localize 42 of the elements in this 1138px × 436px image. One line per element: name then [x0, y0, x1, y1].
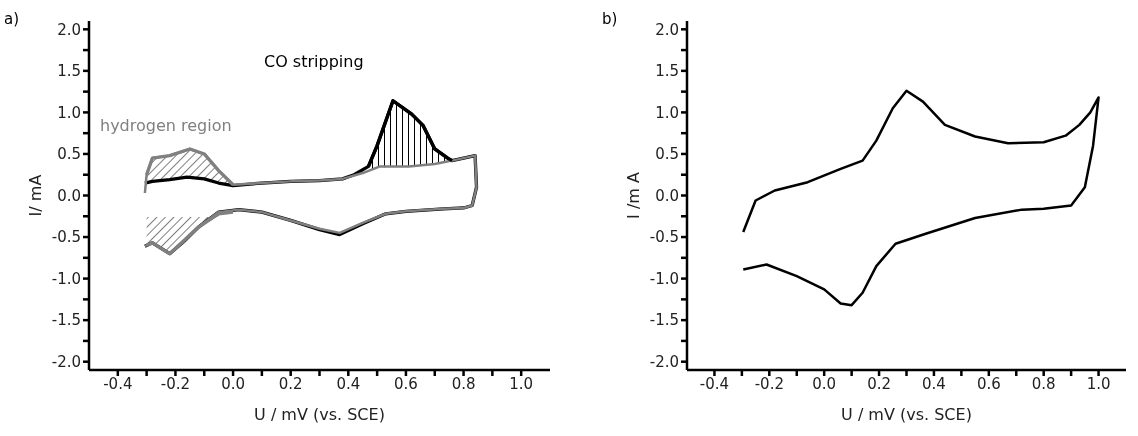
y-tick-label: -1.5 — [51, 311, 81, 330]
x-tick-label: -0.4 — [699, 374, 730, 393]
annotation: hydrogen region — [100, 116, 232, 135]
y-tick-label: 0.5 — [57, 145, 81, 164]
y-tick-label: 0.0 — [57, 186, 81, 205]
y-tick-label: 1.5 — [655, 62, 679, 81]
y-tick-label: 1.0 — [57, 103, 81, 122]
annotation: CO stripping — [264, 52, 364, 71]
x-tick-label: 0.0 — [812, 374, 837, 393]
x-tick-label: 0.4 — [336, 374, 361, 393]
y-tick-label: 0.0 — [655, 186, 679, 205]
chart-title: b) — [602, 10, 618, 28]
y-tick-label: -1.0 — [649, 269, 679, 288]
y-tick-label: -1.0 — [51, 269, 81, 288]
y-tick-label: 0.5 — [655, 145, 679, 164]
x-tick-label: 0.6 — [976, 374, 1001, 393]
x-tick-label: 0.0 — [221, 374, 245, 393]
y-axis-title: I /m A — [623, 172, 643, 219]
y-tick-label: 1.5 — [57, 62, 81, 81]
y-tick-label: -2.0 — [649, 353, 679, 372]
y-axis-title: I/ mA — [25, 174, 45, 217]
x-tick-label: 0.6 — [394, 374, 418, 393]
y-tick-label: -0.5 — [51, 228, 81, 247]
chart-title: a) — [4, 10, 20, 28]
x-axis-title: U / mV (vs. SCE) — [254, 405, 385, 424]
x-tick-label: -0.2 — [754, 374, 784, 393]
x-tick-label: 0.8 — [1031, 374, 1056, 393]
x-tick-label: 1.0 — [509, 374, 534, 393]
x-tick-label: 0.2 — [278, 374, 303, 393]
x-tick-label: -0.2 — [160, 374, 191, 393]
x-tick-label: 0.2 — [867, 374, 891, 393]
x-axis-title: U / mV (vs. SCE) — [841, 405, 972, 424]
y-tick-label: 1.0 — [655, 103, 679, 122]
y-tick-label: -1.5 — [649, 311, 679, 330]
y-tick-label: -0.5 — [649, 228, 679, 247]
y-tick-label: 2.0 — [655, 20, 679, 39]
y-tick-label: -2.0 — [51, 353, 81, 372]
x-tick-label: 1.0 — [1086, 374, 1111, 393]
y-tick-label: 2.0 — [57, 20, 81, 39]
x-tick-label: -0.4 — [103, 374, 133, 393]
x-tick-label: 0.8 — [451, 374, 476, 393]
x-tick-label: 0.4 — [922, 374, 946, 393]
